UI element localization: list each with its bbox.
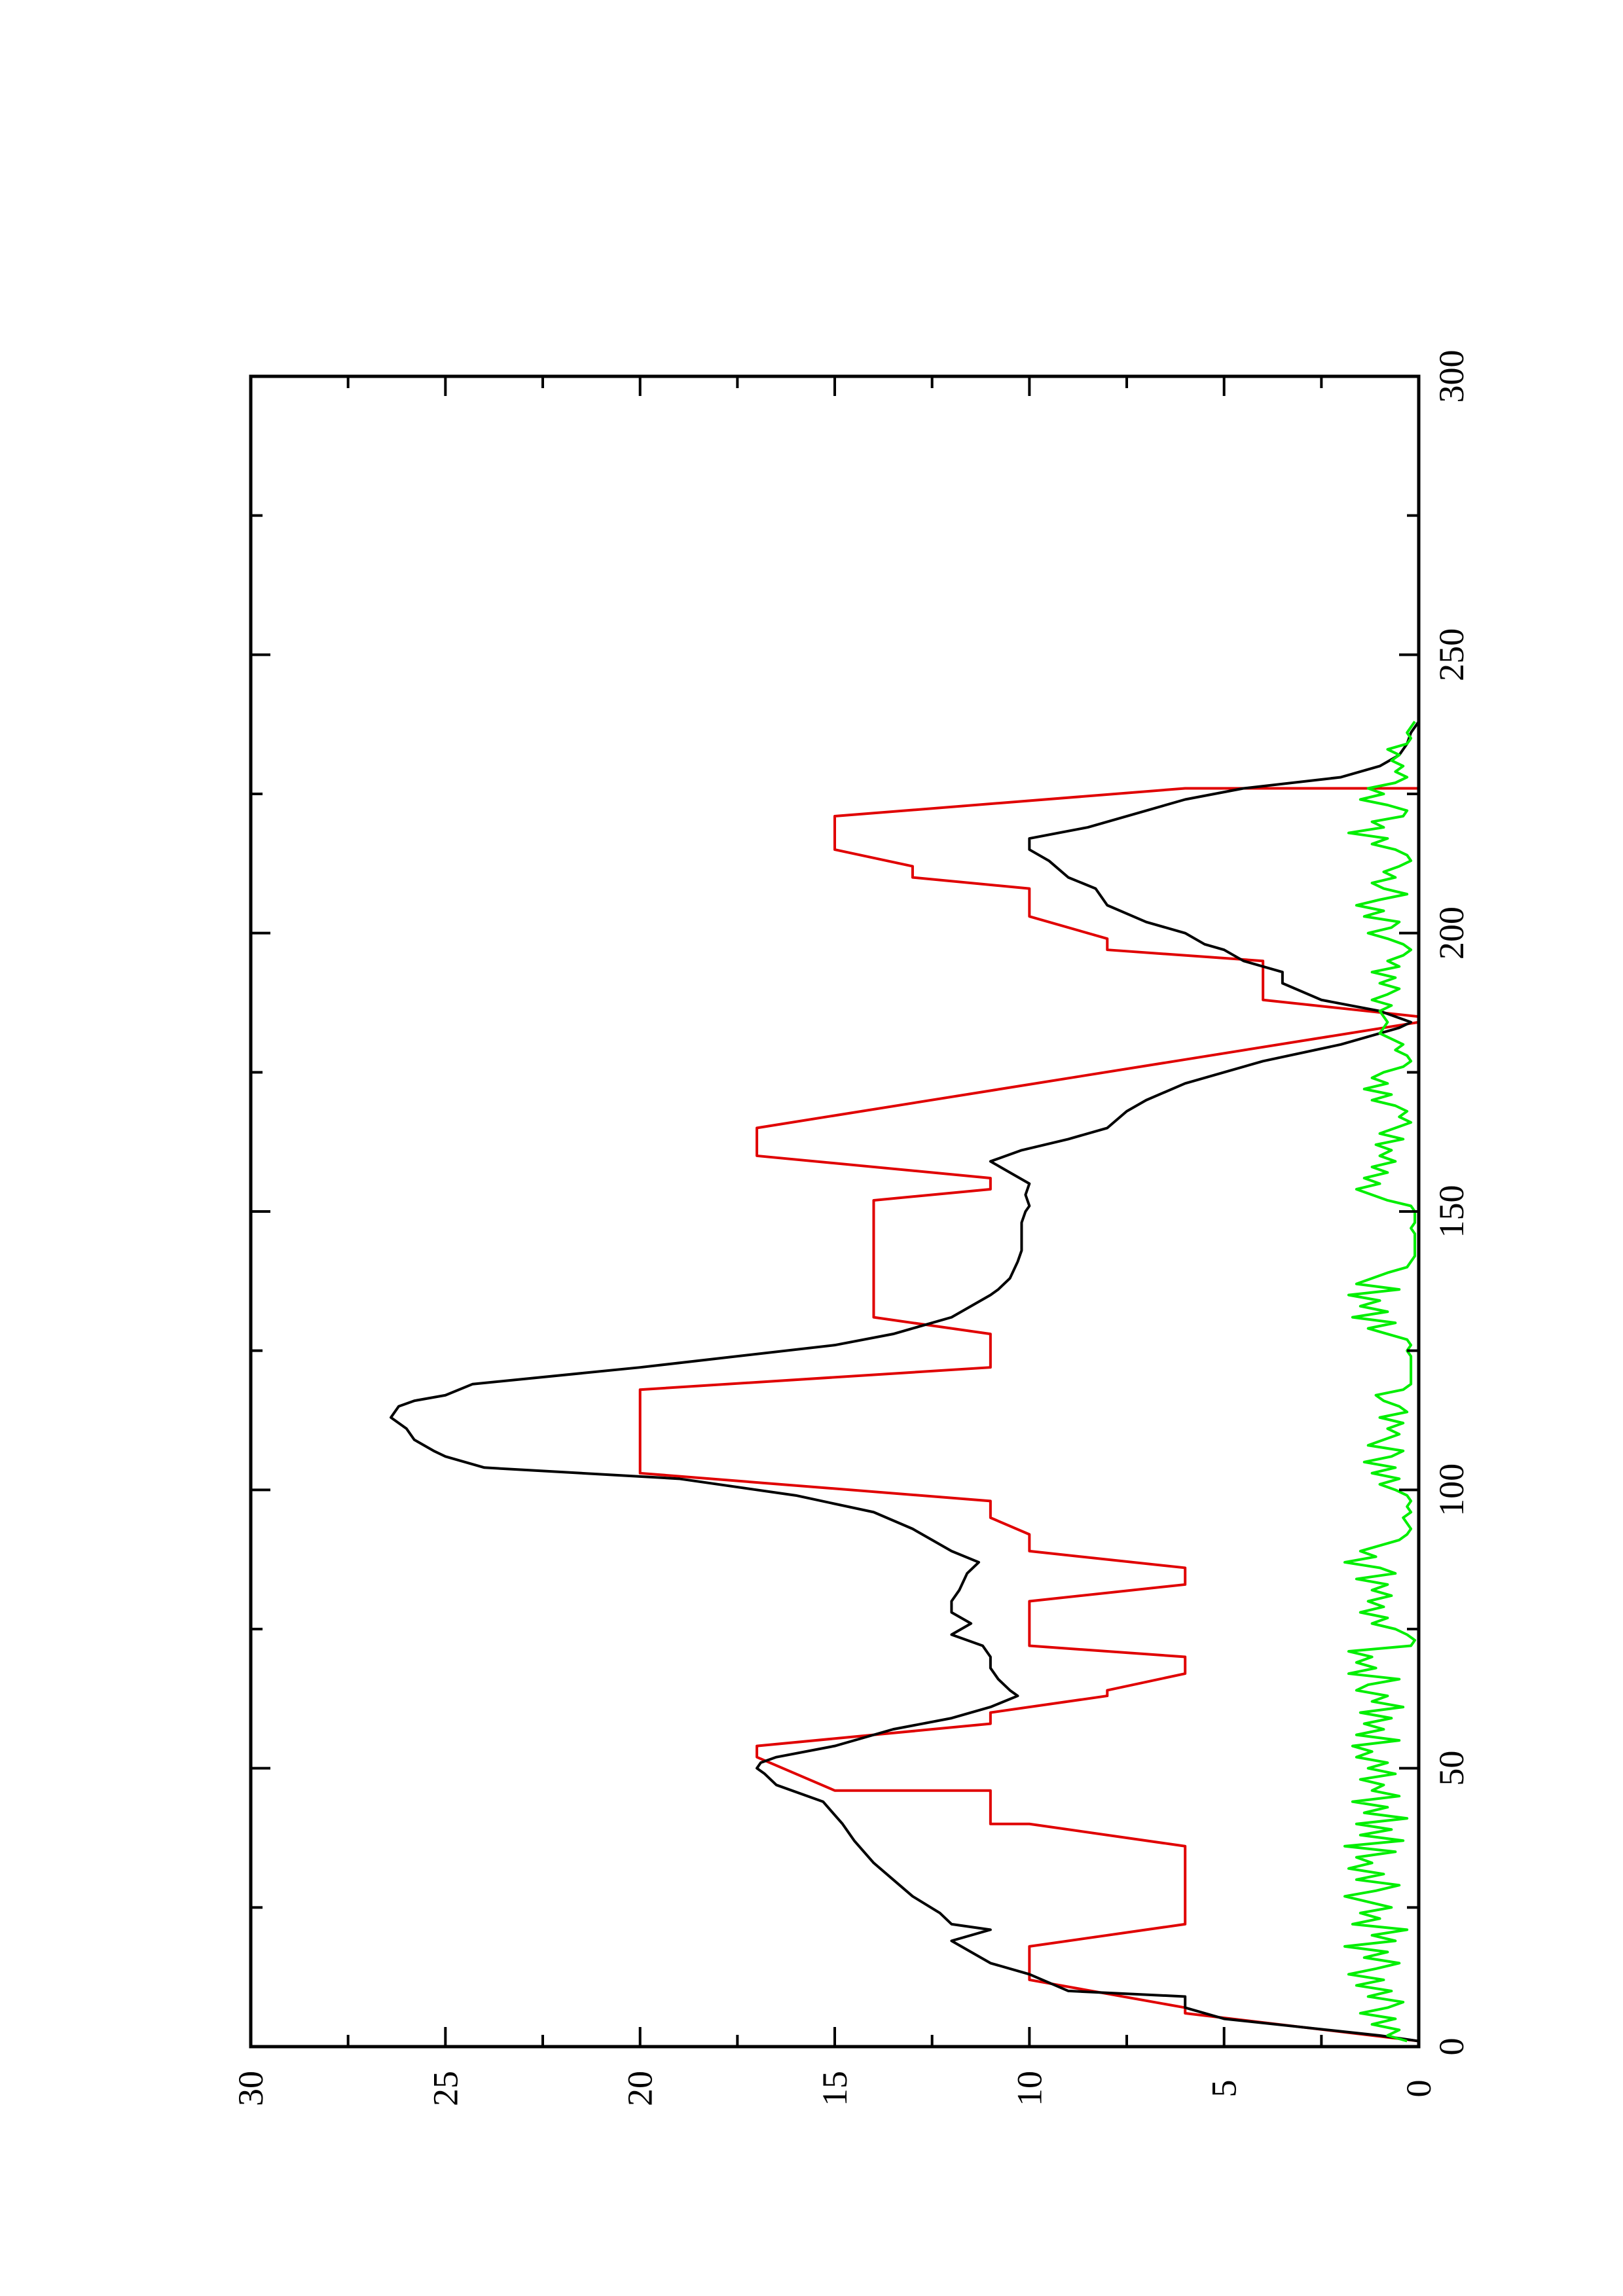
- tick-layer: [249, 375, 1420, 2048]
- y-tick-label: 15: [815, 2071, 854, 2106]
- x-tick-label: 0: [1432, 2038, 1471, 2056]
- x-tick-label: 300: [1432, 350, 1471, 403]
- x-tick-label: 100: [1432, 1463, 1471, 1516]
- y-tick-label: 20: [621, 2071, 660, 2106]
- y-tick-label: 0: [1399, 2080, 1438, 2098]
- series-layer: [390, 721, 1420, 2043]
- series-line-1: [638, 787, 1420, 2043]
- series-line-2: [390, 721, 1420, 2043]
- y-tick-label: 10: [1010, 2071, 1049, 2106]
- y-tick-label: 25: [426, 2071, 465, 2106]
- x-tick-label: 50: [1432, 1751, 1471, 1786]
- x-tick-label: 200: [1432, 906, 1471, 960]
- series-line-3: [1343, 721, 1417, 2043]
- label-layer: 0 50 100 150 200 250 300 0 5 10 15 20 25 30: [231, 350, 1471, 2107]
- y-tick-label: 30: [231, 2071, 270, 2106]
- x-tick-label: 250: [1432, 628, 1471, 681]
- y-tick-label: 5: [1205, 2080, 1244, 2098]
- x-tick-label: 150: [1432, 1185, 1471, 1238]
